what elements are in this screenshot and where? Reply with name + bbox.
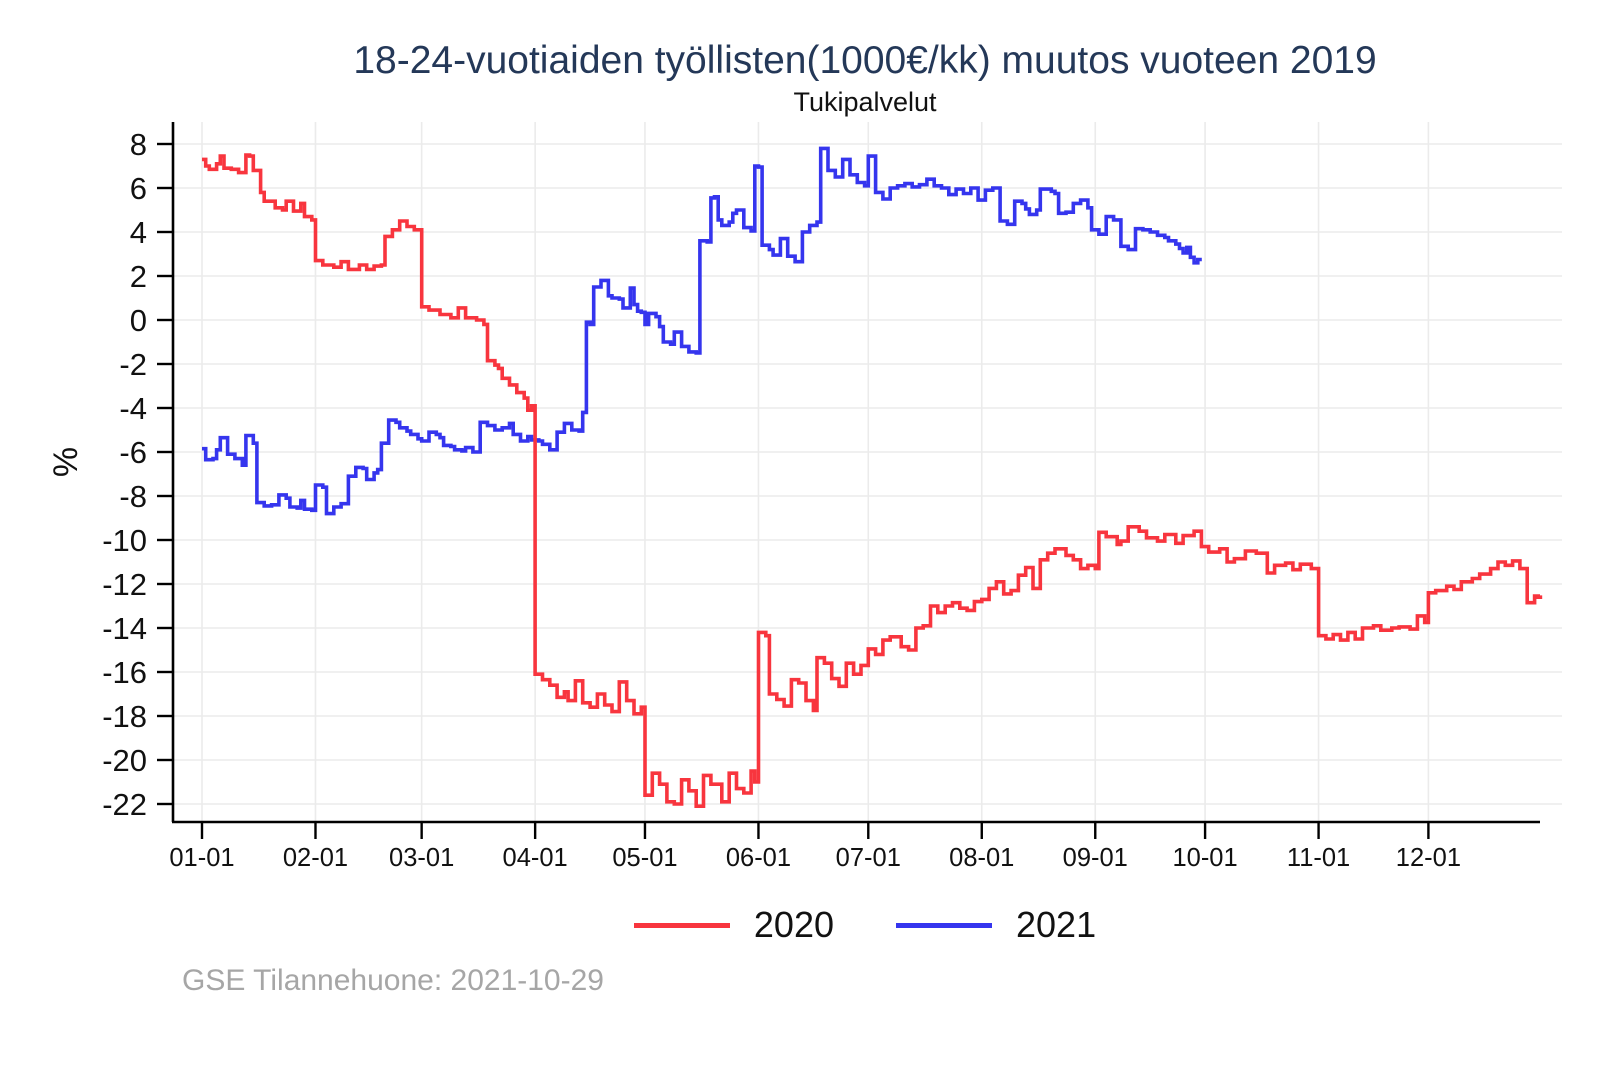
x-tick-label: 08-01 xyxy=(949,844,1014,872)
chart-title: 18-24-vuotiaiden työllisten(1000€/kk) mu… xyxy=(353,39,1377,82)
legend: 2020 2021 xyxy=(170,900,1560,950)
series-line-2021 xyxy=(202,146,1202,516)
y-tick-label: 2 xyxy=(130,259,147,294)
x-tick-label: 05-01 xyxy=(612,844,677,872)
x-tick-label: 11-01 xyxy=(1287,844,1350,872)
x-tick-label: 07-01 xyxy=(836,844,901,872)
y-tick-label: -14 xyxy=(102,611,147,646)
legend-item-2020: 2020 xyxy=(633,900,834,950)
legend-label-2020: 2020 xyxy=(753,904,834,945)
y-tick-label: 0 xyxy=(130,303,147,338)
y-tick-label: -6 xyxy=(119,435,147,470)
y-tick-label: -18 xyxy=(102,699,147,734)
y-tick-label: -2 xyxy=(119,347,147,382)
y-tick-label: -16 xyxy=(102,655,147,690)
y-tick-label: 6 xyxy=(130,171,147,206)
y-tick-label: -20 xyxy=(102,743,147,778)
x-tick-label: 09-01 xyxy=(1063,844,1128,872)
series-line-2020 xyxy=(202,153,1543,808)
x-tick-label: 04-01 xyxy=(503,844,568,872)
source-note: GSE Tilannehuone: 2021-10-29 xyxy=(182,964,604,997)
legend-swatch-2021 xyxy=(896,922,992,928)
x-tick-label: 12-01 xyxy=(1396,844,1461,872)
y-tick-label: -22 xyxy=(102,787,147,822)
y-tick-label: -8 xyxy=(119,479,147,514)
legend-item-2021: 2021 xyxy=(896,900,1096,950)
y-tick-label: -12 xyxy=(102,567,147,602)
y-tick-label: 4 xyxy=(130,215,147,250)
chart-subtitle: Tukipalvelut xyxy=(793,87,937,117)
x-tick-label: 03-01 xyxy=(389,844,454,872)
x-tick-label: 01-01 xyxy=(169,844,234,872)
x-tick-label: 02-01 xyxy=(283,844,348,872)
y-tick-label: -4 xyxy=(119,391,147,426)
y-tick-label: 8 xyxy=(130,127,147,162)
x-tick-label: 10-01 xyxy=(1172,844,1237,872)
x-tick-label: 06-01 xyxy=(726,844,791,872)
y-tick-label: -10 xyxy=(102,523,147,558)
legend-swatch-2020 xyxy=(633,922,730,928)
legend-label-2021: 2021 xyxy=(1016,904,1097,945)
